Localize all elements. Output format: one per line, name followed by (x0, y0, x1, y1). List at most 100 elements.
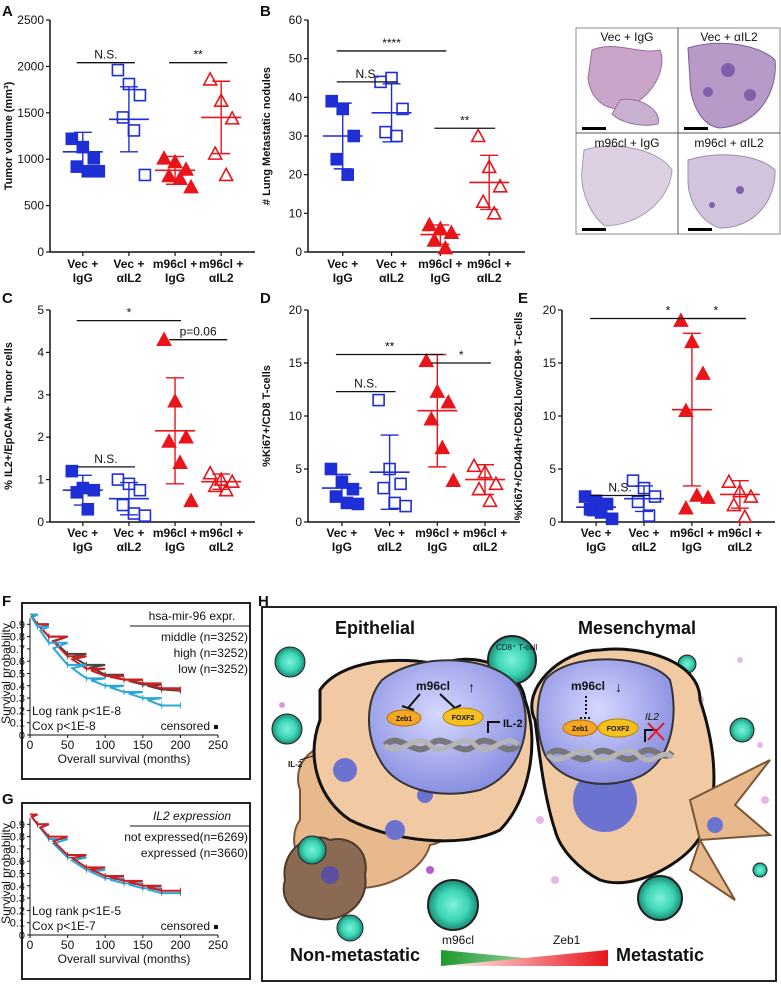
data-point (470, 127, 487, 143)
epithelial-nucleus: m96cl ↑ Zeb1 FOXF2 IL-2 (368, 659, 527, 795)
y-tick-label: 0.5 (10, 669, 25, 681)
y-tick-label: 20 (289, 168, 303, 182)
il2-gene-label-epithelial: IL-2 (503, 718, 523, 730)
x-tick-label: αIL2 (632, 540, 657, 554)
x-tick-label: Vec + (113, 257, 144, 271)
survival-curve-expressed (30, 813, 181, 892)
panel-label-g: G (2, 791, 14, 808)
histology-images: Vec + IgG Vec + αIL2 m96cl + IgG m96cl +… (575, 27, 781, 235)
y-tick-label: 0.1 (10, 718, 25, 730)
y-tick-label: 50 (289, 52, 303, 66)
x-axis-label: Overall survival (months) (58, 952, 191, 966)
data-point (689, 487, 705, 502)
x-tick-label: m96cl + (463, 526, 507, 540)
y-tick-label: 500 (24, 199, 44, 213)
x-tick-label: 50 (61, 738, 75, 752)
il2-gene-label-mesenchymal: IL2 (645, 712, 659, 723)
x-tick-label: IgG (73, 540, 93, 554)
x-tick-label: 250 (208, 938, 228, 952)
data-point (178, 161, 194, 176)
data-point (70, 486, 84, 499)
x-tick-label: IgG (682, 540, 702, 554)
panel-label-f: F (2, 593, 11, 610)
lung-tissue (687, 42, 776, 129)
data-point (65, 464, 79, 478)
x-tick-label: IgG (586, 540, 606, 554)
panel-label-d: D (260, 290, 271, 307)
legend-entry: high (n=3252) (174, 646, 248, 660)
y-tick-label: 4 (37, 345, 44, 359)
x-tick-label: αIL2 (117, 540, 142, 554)
panel-label-c: C (2, 290, 13, 307)
m96cl-label-mesenchymal: m96cl (571, 679, 605, 693)
data-point (488, 475, 504, 491)
panel-label-a: A (2, 3, 13, 20)
dna-helix (383, 738, 520, 752)
data-point (127, 124, 141, 137)
zeb1-protein (562, 719, 598, 737)
x-tick-label: IgG (427, 540, 447, 554)
x-tick-label: m96cl + (718, 526, 762, 540)
legend-entry: expressed (n=3660) (141, 846, 248, 860)
data-point (127, 507, 141, 520)
x-tick-label: αIL2 (209, 271, 234, 285)
x-tick-label: 250 (208, 738, 228, 752)
data-point (482, 492, 498, 508)
x-tick-label: 200 (170, 938, 190, 952)
legend-entry: middle (n=3252) (161, 630, 248, 644)
panel-label-b: B (260, 3, 271, 20)
data-point (156, 150, 172, 165)
legend-entry: not expressed(n=6269) (124, 830, 248, 844)
transcription-arrow (644, 729, 657, 742)
y-tick-label: 20 (289, 303, 303, 317)
x-tick-label: m96cl + (418, 257, 462, 271)
x-tick-label: m96cl + (199, 257, 243, 271)
legend-title: hsa-mir-96 expr. (149, 609, 236, 623)
blocked-mark (647, 722, 665, 741)
data-point (202, 465, 219, 480)
x-tick-label: Vec + (376, 257, 407, 271)
significance-label: N.S. (354, 377, 377, 391)
data-point (642, 509, 656, 522)
y-axis-label: %Ki67+/CD44h+/CD62Llow/CD8+ T-cells (513, 312, 525, 521)
x-tick-label: αIL2 (209, 540, 234, 554)
y-tick-label: 5 (295, 462, 302, 476)
x-tick-label: 0 (27, 738, 34, 752)
data-point (396, 102, 409, 116)
mesenchymal-nucleus: m96cl ↓ Zeb1 FOXF2 IL2 (536, 658, 675, 785)
y-tick-label: 0.2 (10, 705, 25, 717)
data-point (161, 433, 177, 448)
data-point (726, 496, 742, 512)
censored-label: censored (161, 919, 210, 933)
x-tick-label: αIL2 (377, 540, 402, 554)
foxf2-protein (442, 707, 484, 727)
x-tick-label: 200 (170, 738, 190, 752)
y-tick-label: 0.3 (10, 693, 25, 705)
significance-label: * (714, 303, 719, 317)
inhibit-arrow (401, 693, 421, 711)
data-point (423, 411, 440, 426)
data-point (183, 492, 199, 508)
y-tick-label: 0.5 (10, 869, 25, 881)
x-tick-label: IgG (73, 271, 93, 285)
x-tick-label: Vec + (67, 526, 98, 540)
significance-label: * (127, 306, 132, 320)
y-axis-label: Survival probability (0, 623, 13, 724)
data-point (138, 168, 152, 182)
survival-chart-g: 00.10.20.30.40.50.60.70.80.9 0 50 100 150 200… (0, 802, 251, 980)
x-tick-label: 0 (27, 938, 34, 952)
y-tick-label: 60 (289, 13, 303, 27)
zeb1-protein (386, 709, 422, 727)
y-axis-label: %Ki67+/CD8 T-cells (261, 365, 273, 467)
y-tick-label: 0.2 (10, 905, 25, 917)
scatter-chart-b: 0 10 20 30 40 50 60 # Lung Metastatic nodules Ve… (261, 13, 525, 285)
y-tick-label: 0.6 (10, 856, 25, 868)
y-tick-label: 0.9 (10, 819, 25, 831)
data-point (492, 178, 509, 193)
significance-label: ** (193, 48, 203, 62)
histology-label: Vec + IgG (600, 30, 653, 44)
survival-curve-low (30, 613, 181, 707)
transcription-arrow (487, 721, 500, 733)
data-point (92, 164, 106, 178)
